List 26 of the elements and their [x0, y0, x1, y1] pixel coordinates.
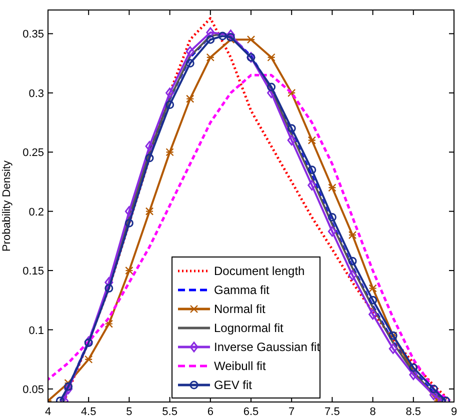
legend-label: Document length — [214, 264, 305, 278]
y-tick-label: 0.35 — [22, 28, 44, 41]
legend-label: Weibull fit — [214, 359, 266, 373]
x-tick-label: 7 — [288, 406, 295, 418]
x-tick-label: 7.5 — [324, 406, 340, 418]
y-tick-label: 0.3 — [28, 88, 44, 100]
y-axis-title: Probability Density — [1, 160, 13, 252]
legend-label: Inverse Gaussian fit — [214, 340, 321, 354]
y-tick-label: 0.05 — [22, 384, 44, 396]
x-tick-label: 5 — [126, 406, 132, 418]
legend-label: Gamma fit — [214, 283, 270, 297]
y-tick-label: 0.1 — [28, 324, 44, 337]
x-tick-label: 9 — [450, 406, 458, 418]
x-tick-label: 8 — [370, 406, 376, 418]
legend-label: Normal fit — [214, 302, 266, 316]
x-tick-label: 4.5 — [80, 406, 96, 418]
legend-label: GEV fit — [214, 378, 253, 392]
x-tick-label: 6.5 — [243, 406, 259, 418]
x-tick-label: 6 — [207, 406, 214, 418]
legend-label: Lognormal fit — [214, 321, 284, 335]
y-tick-label: 0.25 — [22, 147, 44, 160]
x-tick-label: 4 — [44, 406, 52, 418]
y-tick-label: 0.2 — [28, 206, 44, 218]
x-tick-label: 8.5 — [406, 406, 422, 418]
x-tick-label: 5.5 — [162, 406, 178, 418]
y-tick-label: 0.15 — [22, 266, 44, 278]
